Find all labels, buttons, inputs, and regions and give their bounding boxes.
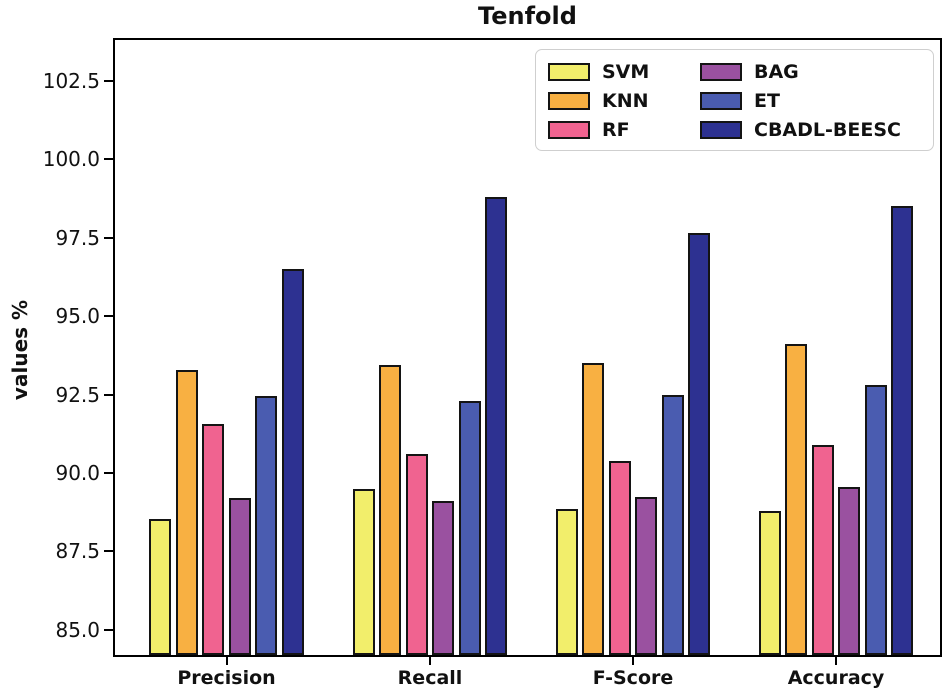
bar-svm-f-score xyxy=(555,509,578,655)
x-tick-mark xyxy=(429,657,431,665)
legend-item-rf: RF xyxy=(548,119,700,141)
bar-bag-accuracy xyxy=(838,487,861,655)
bar-rf-accuracy xyxy=(811,444,834,655)
y-tick-label: 92.5 xyxy=(55,382,100,407)
bar-bag-precision xyxy=(228,498,251,655)
y-tick-mark xyxy=(104,393,113,396)
bar-knn-precision xyxy=(175,369,198,655)
y-tick-label: 95.0 xyxy=(55,304,100,329)
chart-title: Tenfold xyxy=(478,2,577,30)
bar-cbadl-beesc-recall xyxy=(485,196,508,655)
x-tick-label-precision: Precision xyxy=(177,667,276,689)
x-tick-label-f-score: F-Score xyxy=(592,667,674,689)
bar-bag-recall xyxy=(432,501,455,655)
bar-knn-accuracy xyxy=(785,344,808,655)
bar-cbadl-beesc-f-score xyxy=(688,233,711,655)
x-tick-label-accuracy: Accuracy xyxy=(787,667,885,689)
y-tick-mark xyxy=(104,550,113,553)
bar-cbadl-beesc-precision xyxy=(281,269,304,655)
bar-svm-recall xyxy=(352,488,375,655)
y-axis-label: values % xyxy=(8,299,32,401)
legend-item-et: ET xyxy=(700,90,921,112)
y-tick-label: 87.5 xyxy=(55,539,100,564)
legend-item-cbadl-beesc: CBADL-BEESC xyxy=(700,119,921,141)
legend-item-svm: SVM xyxy=(548,61,700,83)
y-tick-mark xyxy=(104,472,113,474)
y-tick-mark xyxy=(104,236,113,239)
bar-bag-f-score xyxy=(635,496,658,655)
bar-rf-precision xyxy=(202,424,225,655)
y-tick-mark xyxy=(104,628,113,631)
legend-swatch-svm xyxy=(548,62,590,81)
legend-swatch-rf xyxy=(548,120,590,139)
bar-knn-f-score xyxy=(582,363,605,655)
bar-et-f-score xyxy=(661,394,684,655)
x-tick-label-recall: Recall xyxy=(397,667,463,689)
legend-label: SVM xyxy=(602,60,650,83)
legend-label: KNN xyxy=(602,89,649,112)
legend-label: RF xyxy=(602,118,630,141)
x-tick-mark xyxy=(632,657,634,665)
legend-label: CBADL-BEESC xyxy=(754,118,901,141)
y-tick-label: 100.0 xyxy=(42,147,100,172)
legend-swatch-et xyxy=(700,91,742,110)
legend-item-bag: BAG xyxy=(700,61,921,83)
legend-swatch-bag xyxy=(700,62,742,81)
legend-swatch-knn xyxy=(548,91,590,110)
y-tick-mark xyxy=(104,158,113,161)
legend-label: ET xyxy=(754,89,780,112)
bar-svm-precision xyxy=(149,518,172,655)
y-tick-label: 97.5 xyxy=(55,225,100,250)
y-tick-label: 85.0 xyxy=(55,617,100,642)
legend: SVM BAG KNN ET RF CBADL-BEESC xyxy=(535,49,934,151)
y-tick-label: 102.5 xyxy=(42,68,100,93)
bar-et-recall xyxy=(458,400,481,655)
legend-label: BAG xyxy=(754,60,799,83)
y-tick-mark xyxy=(104,79,113,82)
bar-rf-f-score xyxy=(608,460,631,655)
bar-cbadl-beesc-accuracy xyxy=(891,206,914,655)
legend-swatch-cbadl-beesc xyxy=(700,120,742,139)
bar-et-accuracy xyxy=(864,385,887,655)
bar-rf-recall xyxy=(405,454,428,655)
x-tick-mark xyxy=(835,657,837,665)
y-tick-label: 90.0 xyxy=(55,461,100,485)
y-tick-mark xyxy=(104,315,113,318)
bar-et-precision xyxy=(255,396,278,655)
bar-knn-recall xyxy=(379,364,402,655)
bar-svm-accuracy xyxy=(758,510,781,655)
legend-item-knn: KNN xyxy=(548,90,700,112)
x-tick-mark xyxy=(225,657,228,665)
